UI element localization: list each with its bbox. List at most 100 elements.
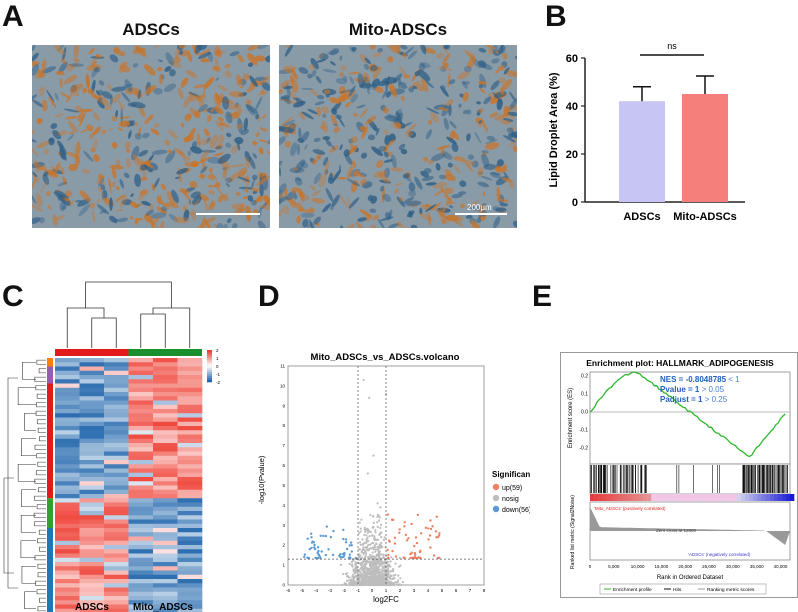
nosig-point xyxy=(376,502,379,505)
lipid-droplet xyxy=(60,166,65,176)
heatmap-cell xyxy=(128,387,154,393)
nosig-point xyxy=(391,577,394,580)
heatmap-cell xyxy=(153,404,178,410)
lipid-droplet xyxy=(86,124,94,132)
heatmap-cell xyxy=(104,404,129,410)
lipid-droplet xyxy=(90,148,97,153)
nosig-point xyxy=(375,575,379,578)
blue-cell xyxy=(62,46,67,61)
heatmap-cell xyxy=(79,566,105,571)
lipid-droplet xyxy=(196,133,201,147)
nosig-point xyxy=(376,567,379,570)
down-point xyxy=(342,528,345,532)
lipid-droplet xyxy=(208,201,216,211)
e-x-tick-label: 20,000 xyxy=(678,564,692,569)
nosig-point xyxy=(348,562,351,565)
heatmap-cell xyxy=(55,549,80,554)
heatmap-cell xyxy=(104,438,129,444)
e-rank-segment xyxy=(659,494,664,501)
heatmap-cell xyxy=(79,540,105,546)
lipid-droplet xyxy=(107,83,113,91)
nosig-point xyxy=(361,543,365,546)
blue-cell xyxy=(451,143,459,152)
lipid-droplet xyxy=(442,62,449,68)
nosig-point xyxy=(398,556,401,560)
lipid-droplet xyxy=(398,66,409,79)
heatmap-cell xyxy=(55,434,80,440)
down-point xyxy=(316,556,320,560)
blue-cell xyxy=(57,45,65,52)
blue-cell xyxy=(503,67,510,75)
blue-cell xyxy=(294,177,302,182)
nosig-point xyxy=(369,543,372,546)
blue-cell xyxy=(134,132,142,140)
lipid-droplet xyxy=(203,128,210,137)
lipid-droplet xyxy=(321,106,329,114)
heatmap-cell xyxy=(128,532,154,537)
e-rank-segment xyxy=(598,494,603,501)
heatmap-cell xyxy=(128,358,154,363)
lipid-droplet xyxy=(261,204,270,211)
blue-cell xyxy=(493,216,501,228)
blue-cell xyxy=(198,104,208,113)
nosig-point xyxy=(364,530,367,533)
lipid-droplet xyxy=(134,217,139,225)
blue-cell xyxy=(348,85,356,97)
nosig-point xyxy=(355,565,358,568)
nosig-point xyxy=(381,574,384,577)
lipid-droplet xyxy=(279,88,283,95)
up-point xyxy=(398,531,401,534)
blue-cell xyxy=(165,150,176,164)
lipid-droplet xyxy=(95,95,109,106)
e-rank-segment xyxy=(671,494,676,501)
nosig-point xyxy=(391,569,394,572)
nosig-point xyxy=(389,565,392,568)
heatmap-cell xyxy=(177,489,203,495)
heatmap-cell xyxy=(128,583,154,588)
lipid-droplet xyxy=(471,223,479,228)
down-point xyxy=(314,556,318,560)
lipid-droplet xyxy=(477,166,484,177)
heatmap-cell xyxy=(128,553,154,559)
lipid-droplet xyxy=(299,189,305,203)
down-point xyxy=(344,538,348,541)
lipid-droplet xyxy=(164,139,171,146)
blue-cell xyxy=(132,63,139,68)
heatmap-cell xyxy=(177,566,203,571)
blue-cell xyxy=(48,137,55,143)
up-point xyxy=(432,554,436,557)
dendrogram-branch xyxy=(20,540,36,559)
blue-cell xyxy=(194,45,203,54)
blue-cell xyxy=(322,68,337,73)
blue-cell xyxy=(265,55,270,63)
heatmap-cell xyxy=(79,472,105,478)
nosig-point xyxy=(377,550,380,553)
down-point xyxy=(329,535,333,539)
down-point xyxy=(327,548,330,551)
dendrogram-branch xyxy=(38,368,46,374)
heatmap-cell xyxy=(153,443,178,448)
heatmap-cell xyxy=(153,489,178,495)
heatmap-cell xyxy=(153,460,178,465)
lipid-droplet xyxy=(114,194,125,202)
down-point xyxy=(331,553,335,557)
heatmap-cell xyxy=(177,574,203,580)
heatmap-cell xyxy=(153,426,178,431)
heatmap-cell xyxy=(55,498,80,503)
heatmap-cell xyxy=(55,409,80,414)
blue-cell xyxy=(489,172,501,179)
heatmap-cell xyxy=(153,409,178,414)
dendrogram-branch xyxy=(7,377,18,589)
nosig-point xyxy=(358,579,361,582)
heatmap-cell xyxy=(128,604,154,610)
heatmap-cell xyxy=(128,400,154,406)
heatmap-cell xyxy=(79,562,105,567)
up-point xyxy=(435,536,438,539)
lipid-droplet xyxy=(498,66,506,72)
lipid-droplet xyxy=(201,57,211,62)
lipid-droplet xyxy=(337,177,347,180)
blue-cell xyxy=(134,173,142,187)
blue-cell xyxy=(425,129,432,140)
heatmap-cell xyxy=(55,358,80,363)
